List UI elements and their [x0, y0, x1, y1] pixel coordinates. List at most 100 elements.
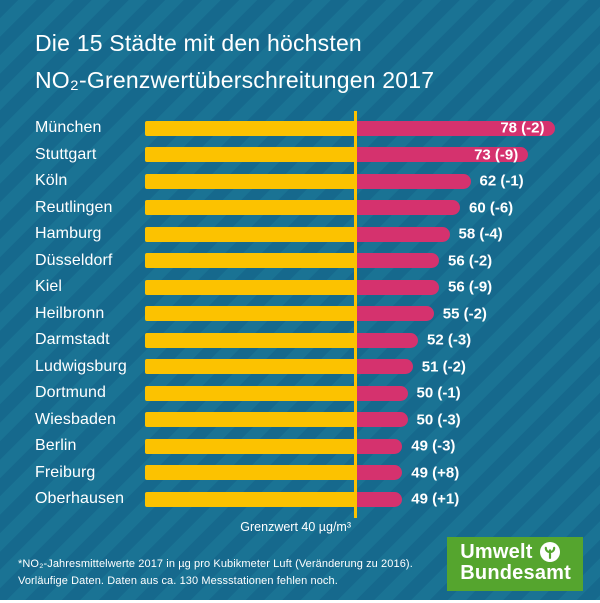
- bar-row: Wiesbaden 50 (-3): [35, 407, 565, 434]
- bar-segment-above-limit: [355, 173, 471, 189]
- bar-track: 49 (+1): [145, 490, 565, 508]
- bar-segment-below-limit: [145, 306, 355, 322]
- bar-segment-below-limit: [145, 120, 355, 136]
- bar-track: 55 (-2): [145, 305, 565, 323]
- city-label: Berlin: [35, 437, 77, 455]
- value-label: 73 (-9): [474, 146, 519, 164]
- bar-track: 50 (-1): [145, 384, 565, 402]
- value-label: 49 (+8): [411, 464, 460, 482]
- threshold-label: Grenzwert 40 µg/m³: [240, 519, 351, 534]
- page-title-line-1: Die 15 Städte mit den höchsten: [35, 30, 362, 56]
- footer: *NO₂-Jahresmittelwerte 2017 in µg pro Ku…: [0, 536, 600, 603]
- city-label: Kiel: [35, 278, 63, 296]
- bar-row: Oberhausen 49 (+1): [35, 486, 565, 513]
- value-label: 50 (-1): [416, 384, 461, 402]
- bar-row: Darmstadt 52 (-3): [35, 327, 565, 354]
- value-label: 60 (-6): [469, 199, 514, 217]
- bar-row: Heilbronn 55 (-2): [35, 301, 565, 328]
- value-label: 49 (+1): [411, 490, 460, 508]
- value-label: 52 (-3): [427, 331, 472, 349]
- page-title-line-2: NO₂-Grenzwertüberschreitungen 2017: [35, 67, 435, 93]
- bar-segment-below-limit: [145, 147, 355, 163]
- bar-chart: München 78 (-2) Stuttgart 73 (-9) Köln 62 (-1…: [35, 111, 565, 537]
- uba-logo-row-1: Umwelt: [460, 540, 571, 563]
- bar-segment-above-limit: [355, 253, 439, 269]
- value-label: 50 (-3): [416, 411, 461, 429]
- bar-track: 56 (-2): [145, 252, 565, 270]
- value-label: 78 (-2): [500, 119, 545, 137]
- city-label: Wiesbaden: [35, 410, 116, 428]
- logo-text-bundesamt: Bundesamt: [460, 561, 571, 584]
- bar-track: 62 (-1): [145, 172, 565, 190]
- bar-track: 56 (-9): [145, 278, 565, 296]
- bar-segment-below-limit: [145, 332, 355, 348]
- bar-track: 52 (-3): [145, 331, 565, 349]
- header: Die 15 Städte mit den höchsten NO₂-Grenz…: [0, 0, 600, 111]
- city-label: Darmstadt: [35, 331, 110, 349]
- city-label: Oberhausen: [35, 490, 125, 508]
- city-label: Freiburg: [35, 463, 96, 481]
- bar-segment-below-limit: [145, 438, 355, 454]
- uba-logo: Umwelt Bundesamt: [447, 536, 583, 591]
- city-label: Stuttgart: [35, 145, 97, 163]
- logo-text-umwelt: Umwelt: [460, 540, 533, 563]
- city-label: Düsseldorf: [35, 251, 113, 269]
- bar-segment-below-limit: [145, 491, 355, 507]
- footnote-line-2: Vorläufige Daten. Daten aus ca. 130 Mess…: [18, 575, 338, 588]
- bar-track: 51 (-2): [145, 358, 565, 376]
- bar-segment-above-limit: [355, 385, 408, 401]
- bar-segment-above-limit: [355, 412, 408, 428]
- city-label: Reutlingen: [35, 198, 113, 216]
- bar-row: Kiel 56 (-9): [35, 274, 565, 301]
- bar-segment-below-limit: [145, 385, 355, 401]
- bar-segment-above-limit: [355, 438, 403, 454]
- bar-track: 60 (-6): [145, 199, 565, 217]
- bar-row: Stuttgart 73 (-9): [35, 142, 565, 169]
- bar-segment-below-limit: [145, 226, 355, 242]
- city-label: München: [35, 119, 102, 137]
- bar-segment-below-limit: [145, 279, 355, 295]
- bar-segment-below-limit: [145, 412, 355, 428]
- bar-row: Reutlingen 60 (-6): [35, 195, 565, 222]
- bar-row: Köln 62 (-1): [35, 168, 565, 195]
- footnote: *NO₂-Jahresmittelwerte 2017 in µg pro Ku…: [18, 556, 413, 590]
- bar-segment-above-limit: [355, 147, 529, 163]
- bar-segment-below-limit: [145, 173, 355, 189]
- bar-track: 50 (-3): [145, 411, 565, 429]
- bar-track: 49 (-3): [145, 437, 565, 455]
- city-label: Hamburg: [35, 225, 102, 243]
- bar-segment-below-limit: [145, 200, 355, 216]
- value-label: 51 (-2): [421, 358, 466, 376]
- bar-track: 58 (-4): [145, 225, 565, 243]
- city-label: Köln: [35, 172, 68, 190]
- value-label: 62 (-1): [479, 172, 524, 190]
- bar-segment-below-limit: [145, 359, 355, 375]
- city-label: Heilbronn: [35, 304, 105, 322]
- bar-segment-above-limit: [355, 306, 434, 322]
- bar-row: Hamburg 58 (-4): [35, 221, 565, 248]
- bar-segment-above-limit: [355, 120, 555, 136]
- footnote-line-1: *NO₂-Jahresmittelwerte 2017 in µg pro Ku…: [18, 558, 413, 571]
- bar-track: 49 (+8): [145, 464, 565, 482]
- bar-row: Berlin 49 (-3): [35, 433, 565, 460]
- bar-segment-above-limit: [355, 359, 413, 375]
- city-label: Dortmund: [35, 384, 107, 402]
- bar-rows: München 78 (-2) Stuttgart 73 (-9) Köln 62 (-1…: [35, 115, 565, 513]
- value-label: 49 (-3): [411, 437, 456, 455]
- bar-track: 73 (-9): [145, 146, 565, 164]
- bar-segment-below-limit: [145, 465, 355, 481]
- value-label: 56 (-9): [448, 278, 493, 296]
- value-label: 58 (-4): [458, 225, 503, 243]
- uba-tree-icon: [539, 542, 560, 562]
- value-label: 55 (-2): [442, 305, 487, 323]
- value-label: 56 (-2): [448, 252, 493, 270]
- bar-row: Düsseldorf 56 (-2): [35, 248, 565, 275]
- bar-row: München 78 (-2): [35, 115, 565, 142]
- bar-segment-above-limit: [355, 465, 403, 481]
- bar-row: Ludwigsburg 51 (-2): [35, 354, 565, 381]
- bar-segment-above-limit: [355, 200, 460, 216]
- threshold-line: [353, 111, 357, 518]
- bar-segment-below-limit: [145, 253, 355, 269]
- bar-row: Dortmund 50 (-1): [35, 380, 565, 407]
